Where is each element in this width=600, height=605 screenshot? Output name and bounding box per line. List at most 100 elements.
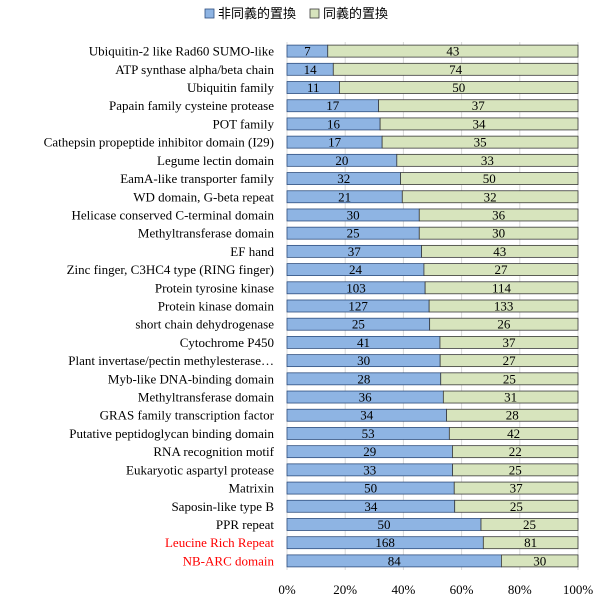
data-label-synonymous: 34 bbox=[473, 116, 487, 131]
data-label-synonymous: 37 bbox=[472, 98, 486, 113]
bar-synonymous bbox=[401, 190, 579, 204]
data-label-nonsynonymous: 25 bbox=[347, 226, 360, 241]
data-label-nonsynonymous: 21 bbox=[338, 189, 351, 204]
data-label-nonsynonymous: 103 bbox=[346, 280, 366, 295]
data-label-synonymous: 35 bbox=[474, 135, 487, 150]
bar-synonymous bbox=[396, 153, 579, 167]
bar-synonymous bbox=[327, 44, 579, 58]
data-label-synonymous: 42 bbox=[507, 426, 520, 441]
bar-synonymous bbox=[448, 427, 579, 440]
bar-synonymous bbox=[418, 208, 579, 222]
bar-synonymous bbox=[418, 226, 579, 240]
category-label: Methyltransferase domain bbox=[138, 226, 275, 241]
bar-synonymous bbox=[429, 317, 579, 331]
category-label: Plant invertase/pectin methylesterase… bbox=[68, 353, 274, 368]
x-tick-label: 100% bbox=[563, 582, 594, 597]
category-label: Ubiquitin-2 like Rad60 SUMO-like bbox=[89, 44, 274, 59]
data-label-synonymous: 37 bbox=[510, 481, 524, 496]
data-label-synonymous: 32 bbox=[484, 189, 497, 204]
category-label: Myb-like DNA-binding domain bbox=[108, 371, 275, 386]
data-label-synonymous: 25 bbox=[509, 462, 522, 477]
bar-synonymous bbox=[400, 172, 579, 185]
data-label-synonymous: 74 bbox=[449, 62, 463, 77]
bar-synonymous bbox=[428, 299, 579, 313]
data-label-synonymous: 114 bbox=[492, 280, 512, 295]
data-label-synonymous: 27 bbox=[503, 353, 517, 368]
bar-synonymous bbox=[442, 390, 579, 404]
data-label-synonymous: 25 bbox=[523, 517, 536, 532]
category-label: Putative peptidoglycan binding domain bbox=[69, 426, 274, 441]
bar-synonymous bbox=[423, 263, 579, 276]
category-label: POT family bbox=[212, 116, 274, 131]
data-label-synonymous: 28 bbox=[506, 408, 519, 423]
data-label-nonsynonymous: 37 bbox=[348, 244, 362, 259]
data-label-nonsynonymous: 34 bbox=[360, 408, 374, 423]
data-label-synonymous: 25 bbox=[503, 371, 516, 386]
data-label-synonymous: 43 bbox=[493, 244, 506, 259]
data-label-synonymous: 37 bbox=[502, 335, 516, 350]
data-label-nonsynonymous: 127 bbox=[348, 299, 368, 314]
bars: 7 43 14 74 11 50 17 37 16 34 17 35 20 33 32 50 21 32 30 36 2… bbox=[286, 44, 579, 568]
data-label-nonsynonymous: 53 bbox=[362, 426, 375, 441]
data-label-nonsynonymous: 17 bbox=[328, 135, 342, 150]
data-label-nonsynonymous: 34 bbox=[364, 499, 378, 514]
data-label-nonsynonymous: 25 bbox=[352, 317, 365, 332]
data-label-nonsynonymous: 50 bbox=[378, 517, 391, 532]
category-label: EF hand bbox=[230, 244, 274, 259]
data-label-synonymous: 50 bbox=[483, 171, 496, 186]
bar-synonymous bbox=[332, 62, 579, 76]
data-label-synonymous: 30 bbox=[533, 553, 546, 568]
bar-synonymous bbox=[446, 408, 579, 422]
data-label-nonsynonymous: 14 bbox=[304, 62, 318, 77]
bar-synonymous bbox=[454, 499, 579, 513]
data-label-synonymous: 43 bbox=[446, 44, 459, 59]
data-label-nonsynonymous: 28 bbox=[357, 371, 370, 386]
data-label-synonymous: 26 bbox=[497, 317, 511, 332]
data-label-synonymous: 25 bbox=[510, 499, 523, 514]
data-label-nonsynonymous: 11 bbox=[307, 80, 320, 95]
data-label-nonsynonymous: 84 bbox=[388, 553, 402, 568]
x-axis-ticks: 0% 20% 40% 60% 80% 100% bbox=[278, 582, 593, 597]
category-label: RNA recognition motif bbox=[153, 444, 274, 459]
data-label-synonymous: 81 bbox=[524, 535, 537, 550]
bar-synonymous bbox=[421, 244, 579, 258]
category-label: Cathepsin propeptide inhibitor domain (I… bbox=[44, 135, 274, 150]
category-label: Cytochrome P450 bbox=[180, 335, 274, 350]
bar-synonymous bbox=[453, 481, 579, 495]
data-label-nonsynonymous: 50 bbox=[364, 481, 377, 496]
bar-synonymous bbox=[440, 372, 579, 386]
category-label: short chain dehydrogenase bbox=[135, 317, 274, 332]
bar-synonymous bbox=[381, 135, 579, 149]
data-label-synonymous: 31 bbox=[504, 390, 517, 405]
category-label: EamA-like transporter family bbox=[120, 171, 274, 186]
bar-synonymous bbox=[379, 117, 579, 131]
bar-synonymous bbox=[439, 336, 579, 349]
legend-label: 非同義的置換 bbox=[218, 6, 296, 22]
category-label: Zinc finger, C3HC4 type (RING finger) bbox=[67, 262, 274, 277]
category-label: Eukaryotic aspartyl protease bbox=[126, 462, 274, 477]
bar-synonymous bbox=[452, 445, 579, 459]
category-label: Matrixin bbox=[229, 481, 275, 496]
bar-synonymous bbox=[452, 463, 579, 477]
category-label: Protein kinase domain bbox=[158, 299, 275, 314]
data-label-nonsynonymous: 16 bbox=[327, 116, 341, 131]
data-label-synonymous: 33 bbox=[481, 153, 494, 168]
bar-synonymous bbox=[501, 554, 579, 568]
category-label: Leucine Rich Repeat bbox=[165, 535, 274, 550]
data-label-synonymous: 36 bbox=[492, 207, 506, 222]
data-label-nonsynonymous: 41 bbox=[357, 335, 370, 350]
data-label-synonymous: 22 bbox=[509, 444, 522, 459]
x-tick-label: 40% bbox=[391, 582, 415, 597]
bar-synonymous bbox=[424, 281, 579, 295]
data-label-nonsynonymous: 24 bbox=[349, 262, 363, 277]
data-label-nonsynonymous: 33 bbox=[363, 462, 376, 477]
category-label: Legume lectin domain bbox=[157, 153, 274, 168]
category-label: Protein tyrosine kinase bbox=[155, 280, 274, 295]
data-label-synonymous: 30 bbox=[492, 226, 505, 241]
data-label-nonsynonymous: 7 bbox=[304, 44, 311, 59]
category-label: Papain family cysteine protease bbox=[109, 98, 274, 113]
category-label: Saposin-like type B bbox=[171, 499, 274, 514]
category-label: PPR repeat bbox=[216, 517, 275, 532]
legend-swatch bbox=[204, 8, 215, 19]
